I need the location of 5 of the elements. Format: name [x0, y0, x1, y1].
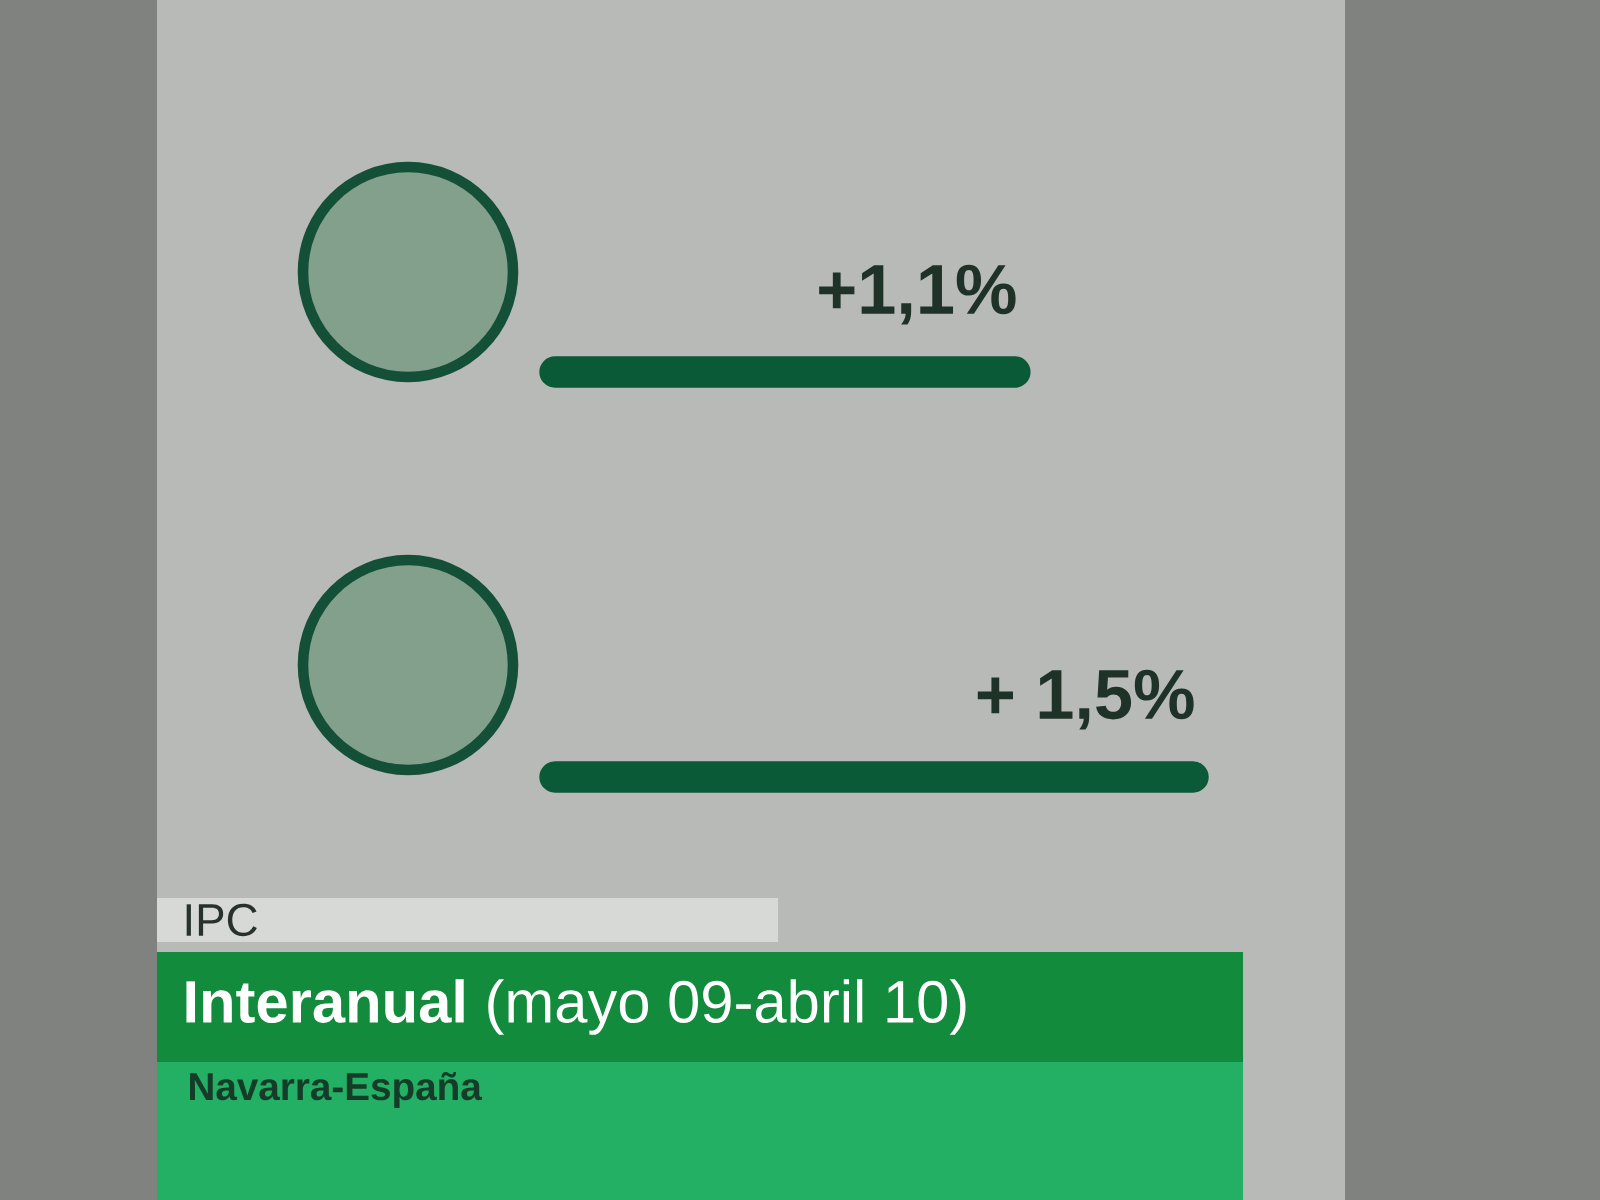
- data-label: +1,1%: [819, 264, 1016, 325]
- text: IPC: [186, 903, 257, 937]
- data-label: + 1,5%: [977, 669, 1194, 730]
- text: Navarra-España: [190, 1072, 483, 1108]
- text: Interanual (mayo 09-abril 10): [186, 979, 966, 1035]
